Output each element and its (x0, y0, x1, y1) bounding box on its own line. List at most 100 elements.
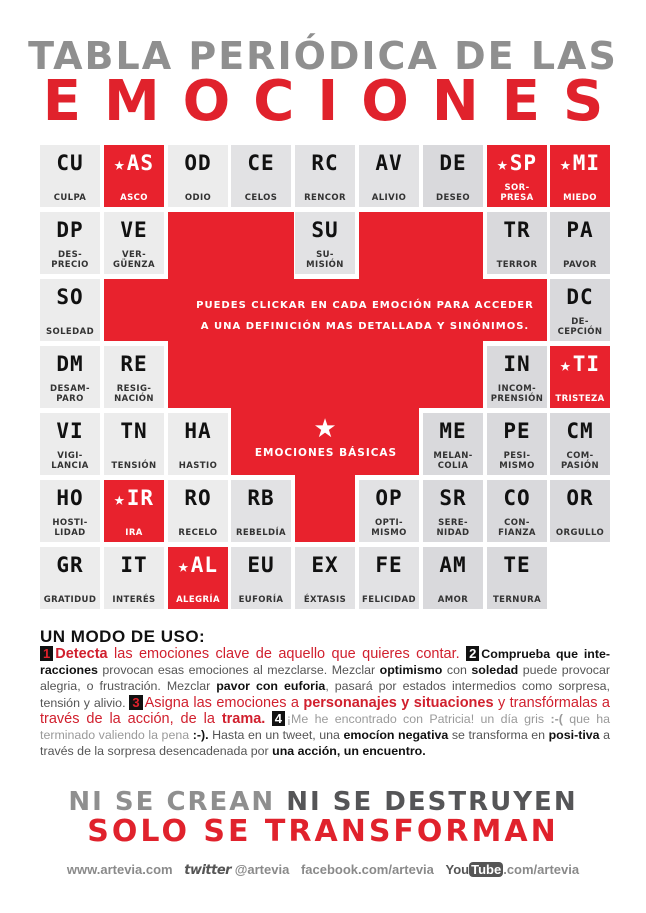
emotion-cell-rebeldía[interactable]: RB REBELDÍA (231, 480, 291, 542)
emotion-cell-amor[interactable]: AM AMOR (423, 547, 483, 609)
emotion-cell-alivio[interactable]: AV ALIVIO (359, 145, 419, 207)
red-heart-shape (359, 212, 483, 279)
emotion-cell-orgullo[interactable]: OR ORGULLO (550, 480, 610, 542)
emotion-symbol: RC (295, 151, 355, 175)
emotion-name: DESEO (435, 193, 471, 203)
emotion-symbol: PE (487, 419, 547, 443)
step-2-text: con (442, 663, 472, 678)
emotion-name: EUFORÍA (238, 595, 284, 605)
emotion-symbol: IN (487, 352, 547, 376)
emotion-name: SU- MISIÓN (306, 250, 344, 270)
facebook-link[interactable]: facebook.com/artevia (300, 862, 434, 877)
emotion-cell-hastio[interactable]: HA HASTIO (168, 413, 228, 475)
emotion-symbol-text: PA (566, 218, 594, 242)
emotion-symbol-text: VI (56, 419, 84, 443)
star-icon: ★ (496, 154, 509, 175)
emotion-cell-confianza[interactable]: CO CON- FIANZA (487, 480, 547, 542)
emotion-cell-decepción[interactable]: DC DE- CEPCIÓN (550, 279, 610, 341)
emotion-cell-interés[interactable]: IT INTERÉS (104, 547, 164, 609)
emotion-name: MIEDO (563, 193, 597, 203)
emotion-cell-compasión[interactable]: CM COM- PASIÓN (550, 413, 610, 475)
step-3-text: Asigna las emociones a (144, 694, 304, 711)
emotion-cell-incomprensión[interactable]: IN INCOM- PRENSIÓN (487, 346, 547, 408)
emotion-cell-tristeza[interactable]: ★TI TRISTEZA (550, 346, 610, 408)
emotion-cell-alegría[interactable]: ★AL ALEGRÍA (168, 547, 228, 609)
emotion-symbol-text: RB (247, 486, 275, 510)
emotion-cell-serenidad[interactable]: SR SERE- NIDAD (423, 480, 483, 542)
emotion-cell-melancolia[interactable]: ME MELAN- COLIA (423, 413, 483, 475)
step-3-bold-trama: trama. (221, 710, 266, 727)
emotion-cell-euforía[interactable]: EU EUFORÍA (231, 547, 291, 609)
emotion-symbol-text: HO (56, 486, 84, 510)
emotion-name: SOLEDAD (45, 327, 95, 337)
emotion-symbol: RB (231, 486, 291, 510)
emotion-cell-rencor[interactable]: RC RENCOR (295, 145, 355, 207)
emotion-symbol-text: IR (126, 486, 155, 510)
emotion-symbol-text: FE (375, 553, 403, 577)
step-2-bold: Comprueba que inte-racciones (40, 647, 610, 678)
emotion-cell-recelo[interactable]: RO RECELO (168, 480, 228, 542)
emotion-name: HASTIO (178, 461, 218, 471)
emotion-cell-pavor[interactable]: PA PAVOR (550, 212, 610, 274)
slogan-line-1: NI SE CREAN NI SE DESTRUYEN (0, 788, 646, 816)
emotion-cell-vergüenza[interactable]: VE VER- GÜENZA (104, 212, 164, 274)
emotion-name: OPTI- MISMO (371, 518, 407, 538)
emotion-name: HOSTI- LIDAD (52, 518, 88, 538)
emotion-cell-celos[interactable]: CE CELOS (231, 145, 291, 207)
emotion-symbol-text: SP (509, 151, 538, 175)
emotion-cell-deseo[interactable]: DE DESEO (423, 145, 483, 207)
emotion-cell-resignación[interactable]: RE RESIG- NACIÓN (104, 346, 164, 408)
emotion-cell-sumisión[interactable]: SU SU- MISIÓN (295, 212, 355, 274)
emotion-cell-ternura[interactable]: TE TERNURA (487, 547, 547, 609)
twitter-link[interactable]: twitter @artevia (184, 862, 289, 878)
emotion-cell-felicidad[interactable]: FE FELICIDAD (359, 547, 419, 609)
emotion-name: TERNURA (492, 595, 542, 605)
emotion-cell-soledad[interactable]: SO SOLEDAD (40, 279, 100, 341)
emotion-cell-sorpresa[interactable]: ★SP SOR- PRESA (487, 145, 547, 207)
emotion-name: ALIVIO (371, 193, 407, 203)
emotion-cell-vigilancia[interactable]: VI VIGI- LANCIA (40, 413, 100, 475)
usage-heading: UN MODO DE USO: (40, 627, 206, 646)
emotion-cell-desprecio[interactable]: DP DES- PRECIO (40, 212, 100, 274)
emotion-cell-tensión[interactable]: TN TENSIÓN (104, 413, 164, 475)
click-hint: PUEDES CLICKAR EN CADA EMOCIÓN PARA ACCE… (144, 295, 586, 337)
emotion-cell-desamparo[interactable]: DM DESAM- PARO (40, 346, 100, 408)
emotion-symbol: RE (104, 352, 164, 376)
emotion-symbol: DE (423, 151, 483, 175)
emotion-name: GRATIDUD (43, 595, 97, 605)
emotion-cell-asco[interactable]: ★AS ASCO (104, 145, 164, 207)
emotion-cell-éxtasis[interactable]: EX ÉXTASIS (295, 547, 355, 609)
emotion-cell-terror[interactable]: TR TERROR (487, 212, 547, 274)
emotion-cell-culpa[interactable]: CU CULPA (40, 145, 100, 207)
emotion-symbol-text: DC (566, 285, 594, 309)
step-2-text: , pasará por estados intermedios como so… (40, 679, 610, 710)
emotion-cell-ira[interactable]: ★IR IRA (104, 480, 164, 542)
emotion-name: MELAN- COLIA (433, 451, 473, 471)
step-4-quote: ¡Me he encontrado con Patricia! un día g… (286, 711, 551, 726)
emotion-name: ÉXTASIS (303, 595, 347, 605)
emotion-cell-gratidud[interactable]: GR GRATIDUD (40, 547, 100, 609)
emotion-name: REBELDÍA (235, 528, 287, 538)
footer-links: www.artevia.com twitter @artevia faceboo… (0, 862, 646, 878)
emotion-name: DES- PRECIO (51, 250, 89, 270)
star-icon: ★ (313, 414, 337, 444)
emotion-cell-miedo[interactable]: ★MI MIEDO (550, 145, 610, 207)
emotion-symbol-text: EU (247, 553, 275, 577)
slogan-light: NI SE CREAN (68, 787, 276, 817)
emotion-cell-optimismo[interactable]: OP OPTI- MISMO (359, 480, 419, 542)
emotion-symbol: TR (487, 218, 547, 242)
emotion-symbol: ME (423, 419, 483, 443)
emotion-name: FELICIDAD (362, 595, 416, 605)
click-hint-line2: A UNA DEFINICIÓN MAS DETALLADA Y SINÓNIM… (200, 321, 530, 332)
emotion-cell-pesimismo[interactable]: PE PESI- MISMO (487, 413, 547, 475)
emotion-cell-odio[interactable]: OD ODIO (168, 145, 228, 207)
emotion-cell-hostilidad[interactable]: HO HOSTI- LIDAD (40, 480, 100, 542)
emotion-symbol-text: AS (126, 151, 155, 175)
website-link[interactable]: www.artevia.com (66, 862, 173, 877)
emotion-name: VER- GÜENZA (113, 250, 155, 270)
emotion-symbol-text: RC (311, 151, 339, 175)
emotion-name: ORGULLO (555, 528, 605, 538)
step-4-bold: posi-tiva (548, 728, 600, 743)
emotion-symbol-text: AL (190, 553, 219, 577)
youtube-link[interactable]: You Tube .com/artevia (446, 862, 579, 877)
